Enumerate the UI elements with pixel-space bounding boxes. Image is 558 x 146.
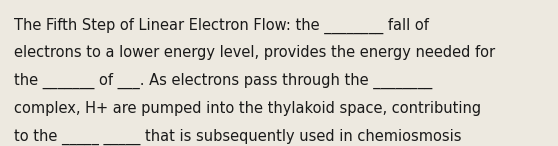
Text: to the _____ _____ that is subsequently used in chemiosmosis: to the _____ _____ that is subsequently … bbox=[14, 128, 461, 145]
Text: The Fifth Step of Linear Electron Flow: the ________ fall of: The Fifth Step of Linear Electron Flow: … bbox=[14, 18, 429, 34]
Text: electrons to a lower energy level, provides the energy needed for: electrons to a lower energy level, provi… bbox=[14, 45, 495, 60]
Text: complex, H+ are pumped into the thylakoid space, contributing: complex, H+ are pumped into the thylakoi… bbox=[14, 101, 481, 116]
Text: the _______ of ___. As electrons pass through the ________: the _______ of ___. As electrons pass th… bbox=[14, 73, 432, 89]
